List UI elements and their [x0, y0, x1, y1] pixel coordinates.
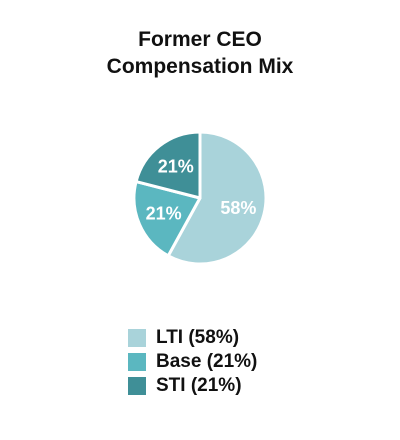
pie-slice-base [132, 180, 202, 258]
pie-slice-sti [134, 130, 202, 200]
legend-item-sti: STI (21%) [128, 374, 257, 398]
pie-slice-lti [166, 130, 268, 266]
legend-label-sti: STI (21%) [156, 375, 242, 396]
legend-label-lti: LTI (58%) [156, 327, 240, 348]
chart-title-line-1: Former CEO [138, 28, 262, 51]
pie-label-sti: 21% [158, 157, 194, 177]
pie-label-lti: 58% [220, 198, 256, 218]
legend: LTI (58%) Base (21%) STI (21%) [128, 326, 257, 398]
legend-swatch-lti [128, 329, 146, 347]
pie-label-base: 21% [146, 204, 182, 224]
legend-label-base: Base (21%) [156, 351, 258, 372]
legend-swatch-base [128, 353, 146, 371]
legend-item-base: Base (21%) [128, 350, 257, 374]
legend-item-lti: LTI (58%) [128, 326, 257, 350]
chart-title-line-2: Compensation Mix [106, 55, 294, 78]
chart-title: Former CEO Compensation Mix [0, 26, 400, 80]
legend-swatch-sti [128, 377, 146, 395]
